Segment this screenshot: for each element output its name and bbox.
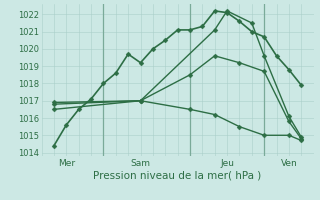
X-axis label: Pression niveau de la mer( hPa ): Pression niveau de la mer( hPa ) — [93, 171, 262, 181]
